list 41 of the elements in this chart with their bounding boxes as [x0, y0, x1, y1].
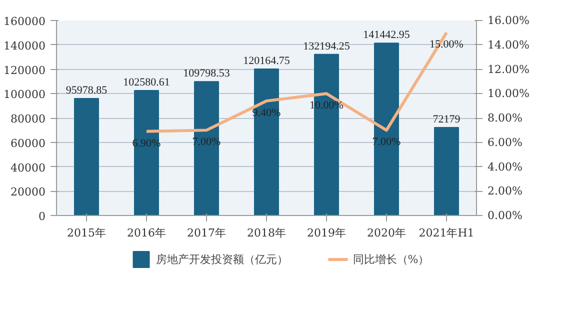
y2-tick-label: 10.00%	[488, 87, 530, 100]
y2-tick-label: 6.00%	[488, 136, 522, 149]
x-tick-label: 2016年	[127, 226, 166, 240]
y-tick-label: 80000	[10, 112, 46, 126]
y-tick-label: 20000	[10, 186, 46, 199]
y-tick-label: 60000	[10, 136, 46, 150]
y-tick-label: 100000	[4, 88, 46, 102]
y-tick-label: 0	[38, 210, 46, 223]
x-tick-label: 2019年	[307, 226, 346, 240]
y2-tick-label: 8.00%	[488, 112, 522, 124]
data-label: 95978.85	[66, 84, 108, 97]
data-label: 109798.53	[183, 68, 230, 80]
x-tick-label: 2018年	[247, 226, 286, 240]
bar	[434, 127, 459, 216]
y2-tick-label: 12.00%	[488, 62, 530, 76]
y2-tick-label: 0.00%	[488, 209, 522, 222]
bar	[74, 98, 99, 216]
bar	[254, 68, 279, 216]
legend-label: 同比增长（%）	[352, 252, 430, 266]
x-tick-label: 2021年H1	[418, 226, 474, 240]
y-tick-label: 160000	[4, 15, 46, 28]
data-label: 72179	[432, 114, 461, 126]
data-label: 102580.61	[123, 76, 170, 88]
y2-tick-label: 4.00%	[488, 160, 522, 174]
data-label: 120164.75	[243, 55, 290, 68]
data-label: 15.00%	[430, 38, 464, 51]
y2-tick-label: 14.00%	[488, 38, 530, 52]
bar	[194, 81, 219, 216]
x-tick-label: 2017年	[187, 226, 226, 240]
legend-label: 房地产开发投资额（亿元）	[156, 252, 288, 266]
x-tick-label: 2015年	[67, 226, 106, 240]
bar	[374, 42, 399, 216]
data-label: 132194.25	[303, 40, 350, 52]
x-tick-label: 2020年	[367, 226, 406, 240]
y-tick-label: 40000	[10, 161, 46, 174]
data-label: 141442.95	[363, 29, 410, 42]
y-tick-label: 120000	[4, 64, 46, 77]
y-tick-label: 140000	[4, 39, 46, 52]
y2-tick-label: 2.00%	[488, 184, 522, 198]
y2-tick-label: 16.00%	[488, 14, 530, 27]
bar	[134, 90, 159, 216]
